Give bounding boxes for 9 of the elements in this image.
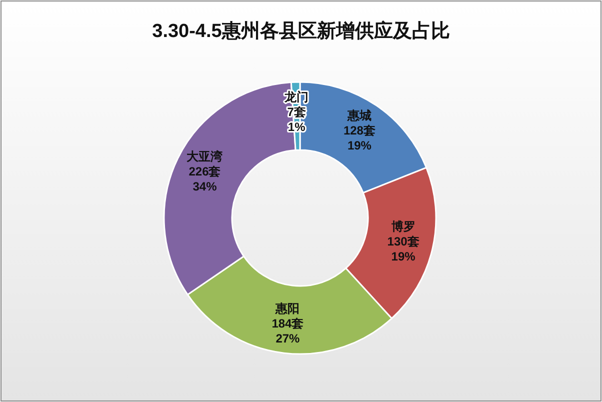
slice-label: 博罗 [390, 220, 416, 234]
data-label: 226套 34% [188, 164, 221, 194]
data-label: 128套 19% [343, 123, 376, 152]
slice-label: 惠阳 [274, 301, 300, 316]
slice-label: 惠城 [346, 108, 372, 122]
chart-title: 3.30-4.5惠州各县区新增供应及占比 [152, 20, 450, 42]
data-label: 184套 27% [272, 316, 304, 346]
data-label: 130套 19% [387, 234, 420, 264]
slice-label: 大亚湾 [186, 150, 223, 164]
